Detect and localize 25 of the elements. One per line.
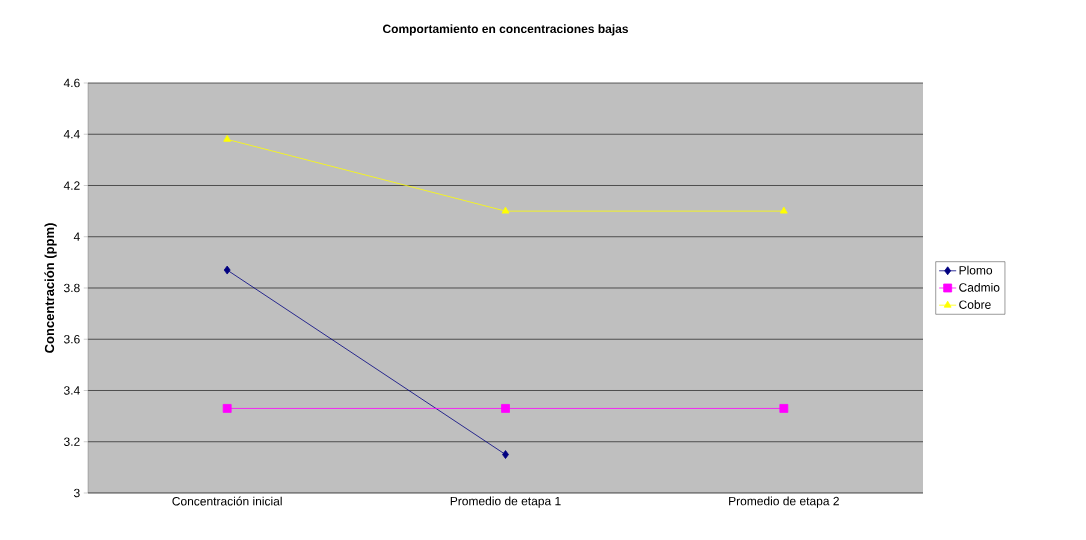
y-tick-label: 3.2 <box>63 437 80 446</box>
point <box>779 404 789 413</box>
point <box>223 134 232 142</box>
y-tick-label: 3.8 <box>63 283 80 293</box>
x-tick-label: Concentración inicial <box>172 496 282 506</box>
y-tick-label: 4.6 <box>63 78 80 88</box>
point <box>779 206 788 214</box>
y-tick-label: 3.6 <box>63 334 80 344</box>
y-tick-label: 3 <box>73 488 80 498</box>
y-tick-label: 4.2 <box>63 181 80 190</box>
y-tick-label: 4.4 <box>63 130 80 139</box>
y-axis-title: Concentración (ppm) <box>44 223 57 353</box>
legend-label: Cadmio <box>959 282 1000 292</box>
y-tick-label: 4 <box>73 232 80 241</box>
x-tick-label: Promedio de etapa 1 <box>450 496 561 508</box>
point <box>501 206 510 214</box>
y-tick-label: 3.4 <box>63 386 80 395</box>
point <box>223 265 231 275</box>
point <box>501 404 510 413</box>
x-tick-label: Promedio de etapa 2 <box>729 496 839 508</box>
legend-label: Plomo <box>959 265 993 275</box>
legend-label: Cobre <box>959 300 991 309</box>
chart-title: Comportamiento en concentraciones bajas <box>382 24 629 36</box>
point <box>222 404 232 413</box>
point <box>502 450 509 459</box>
